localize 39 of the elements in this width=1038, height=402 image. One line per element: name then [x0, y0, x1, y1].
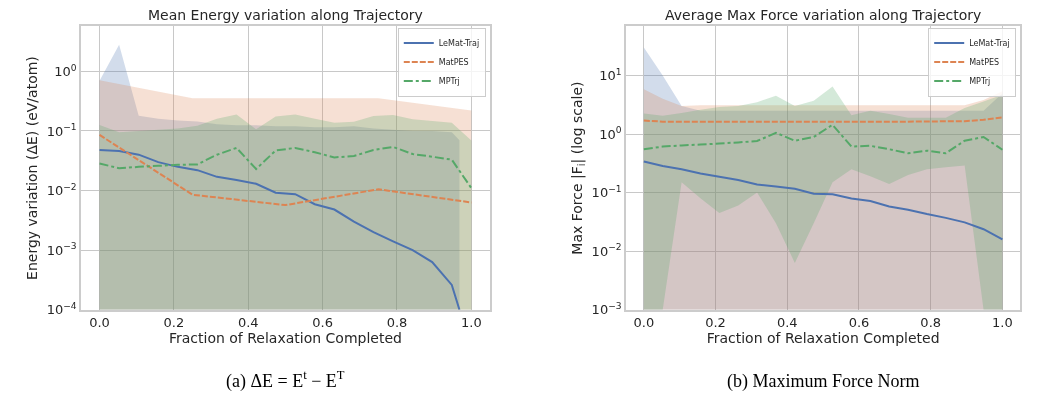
x-axis-title: Fraction of Relaxation Completed — [706, 330, 940, 347]
y-tick-label: 10$^{0}$ — [599, 125, 622, 142]
line-series — [98, 145, 473, 190]
y-tick-label: 10$^{−3}$ — [46, 241, 77, 258]
y-tick-label: 10$^{1}$ — [599, 66, 622, 84]
y-tick-label: 10$^{−2}$ — [591, 242, 622, 259]
chart-title: Mean Energy variation along Trajectory — [148, 7, 423, 23]
x-tick-label: 0.4 — [776, 315, 798, 331]
x-axis-title: Fraction of Relaxation Completed — [168, 330, 402, 347]
y-tick-label: 10$^{−1}$ — [46, 122, 77, 139]
x-tick-label: 0.8 — [920, 315, 942, 331]
x-tick-label: 0.2 — [163, 315, 185, 331]
legend-label: MatPES — [969, 58, 1000, 68]
chart-title: Average Max Force variation along Trajectory — [665, 7, 982, 23]
x-tick-label: 1.0 — [992, 315, 1013, 331]
text: (b) Maximum Force Norm — [727, 371, 920, 392]
y-axis-title: Energy variation (ΔE) (eV/atom) — [23, 56, 40, 280]
y-tick-label: 10$^{0}$ — [54, 62, 77, 79]
legend-label: MPTrj — [969, 77, 991, 87]
x-tick-label: 0.6 — [848, 315, 870, 331]
y-tick-label: 10$^{−3}$ — [591, 300, 622, 318]
line-series — [642, 160, 1004, 241]
legend-label: MPTrj — [438, 77, 460, 87]
line-series — [98, 148, 461, 310]
x-tick-label: 0.2 — [705, 315, 726, 331]
y-tick-label: 10$^{−4}$ — [46, 300, 77, 318]
x-tick-label: 0.0 — [89, 315, 110, 331]
y-tick-label: 10$^{−1}$ — [591, 183, 622, 201]
x-tick-label: 0.0 — [633, 315, 655, 331]
line-series — [642, 123, 1004, 155]
x-tick-label: 0.8 — [386, 315, 408, 331]
x-tick-label: 0.4 — [237, 315, 259, 331]
text: (a) ΔE = E$^{t}$ − E$^{T}$ — [226, 368, 345, 392]
legend-label: MatPES — [438, 58, 469, 68]
x-tick-label: 0.6 — [312, 315, 333, 331]
y-tick-label: 10$^{−2}$ — [46, 181, 77, 199]
x-tick-label: 1.0 — [461, 315, 482, 331]
legend-label: LeMat-Traj — [969, 39, 1010, 49]
legend-label: LeMat-Traj — [438, 39, 480, 49]
